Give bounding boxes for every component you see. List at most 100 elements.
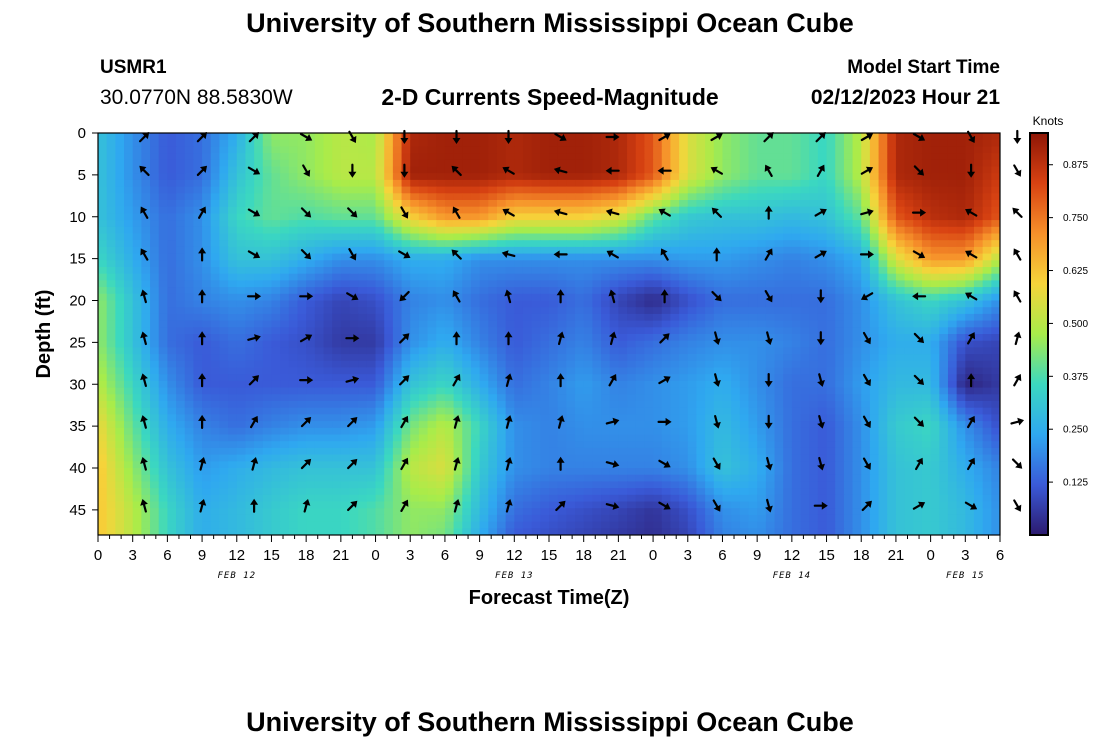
heatmap-cell: [462, 226, 472, 235]
heatmap-cell: [973, 133, 984, 141]
heatmap-cell: [132, 159, 142, 168]
heatmap-cell: [765, 146, 776, 154]
heatmap-cell: [531, 220, 541, 228]
heatmap-cell: [141, 153, 151, 161]
heatmap-cell: [245, 246, 255, 255]
heatmap-cell: [280, 200, 290, 208]
heatmap-cell: [280, 434, 290, 442]
heatmap-cell: [271, 253, 281, 261]
heatmap-cell: [809, 427, 819, 436]
heatmap-cell: [332, 206, 342, 214]
heatmap-cell: [592, 441, 602, 449]
heatmap-cell: [826, 287, 836, 295]
heatmap-cell: [982, 200, 992, 208]
heatmap-cell: [913, 387, 923, 395]
heatmap-cell: [202, 354, 212, 362]
heatmap-cell: [774, 401, 784, 409]
heatmap-cell: [575, 421, 585, 429]
heatmap-cell: [869, 387, 880, 395]
heatmap-cell: [297, 153, 307, 161]
heatmap-cell: [679, 380, 689, 389]
heatmap-cell: [722, 200, 732, 208]
heatmap-cell: [514, 427, 524, 436]
heatmap-cell: [115, 280, 125, 288]
heatmap-cell: [791, 213, 802, 221]
heatmap-cell: [826, 213, 836, 221]
heatmap-cell: [991, 186, 1000, 194]
heatmap-cell: [288, 133, 299, 141]
heatmap-cell: [124, 206, 134, 214]
heatmap-cell: [817, 327, 828, 335]
heatmap-cell: [306, 427, 316, 436]
heatmap-cell: [722, 146, 732, 154]
heatmap-cell: [496, 240, 507, 248]
heatmap-cell: [774, 287, 784, 295]
heatmap-cell: [306, 186, 316, 194]
heatmap-cell: [852, 300, 862, 308]
heatmap-cell: [575, 327, 585, 335]
heatmap-cell: [124, 340, 134, 348]
heatmap-cell: [644, 159, 654, 168]
heatmap-cell: [150, 193, 160, 201]
heatmap-cell: [757, 427, 767, 436]
heatmap-cell: [661, 186, 672, 194]
heatmap-cell: [531, 139, 541, 147]
heatmap-cell: [115, 340, 125, 348]
heatmap-cell: [549, 240, 559, 248]
heatmap-cell: [895, 347, 906, 355]
heatmap-cell: [722, 347, 732, 355]
heatmap-cell: [115, 267, 125, 275]
heatmap-cell: [505, 133, 515, 141]
heatmap-cell: [193, 340, 203, 348]
heatmap-cell: [878, 441, 888, 449]
heatmap-cell: [653, 293, 663, 302]
heatmap-cell: [522, 213, 533, 221]
heatmap-cell: [150, 166, 160, 174]
heatmap-cell: [349, 159, 359, 168]
heatmap-cell: [340, 280, 351, 288]
heatmap-cell: [470, 360, 481, 369]
heatmap-cell: [965, 193, 975, 201]
heatmap-cell: [288, 280, 299, 288]
heatmap-cell: [575, 354, 585, 362]
heatmap-cell: [228, 267, 238, 275]
heatmap-cell: [575, 186, 585, 194]
heatmap-cell: [132, 347, 142, 355]
heatmap-cell: [98, 394, 108, 402]
heatmap-cell: [288, 139, 299, 147]
heatmap-cell: [505, 334, 515, 342]
heatmap-cell: [271, 146, 281, 154]
heatmap-cell: [236, 367, 247, 375]
heatmap-cell: [427, 327, 437, 335]
heatmap-cell: [869, 340, 880, 348]
heatmap-cell: [358, 374, 368, 382]
heatmap-cell: [956, 374, 966, 382]
heatmap-cell: [575, 173, 585, 181]
heatmap-cell: [670, 421, 680, 429]
heatmap-cell: [262, 380, 273, 389]
heatmap-cell: [228, 354, 238, 362]
heatmap-cell: [98, 401, 108, 409]
heatmap-cell: [219, 146, 229, 154]
heatmap-cell: [887, 133, 897, 141]
heatmap-cell: [965, 414, 975, 422]
heatmap-cell: [947, 133, 958, 141]
heatmap-cell: [141, 327, 151, 335]
heatmap-cell: [141, 434, 151, 442]
heatmap-cell: [496, 146, 507, 154]
heatmap-cell: [705, 139, 715, 147]
heatmap-cell: [462, 347, 472, 355]
heatmap-cell: [869, 287, 880, 295]
heatmap-cell: [453, 280, 463, 288]
heatmap-cell: [436, 267, 446, 275]
heatmap-cell: [921, 320, 932, 328]
heatmap-cell: [956, 253, 966, 261]
heatmap-cell: [132, 206, 142, 214]
heatmap-cell: [705, 166, 715, 174]
heatmap-cell: [973, 307, 984, 315]
heatmap-cell: [288, 220, 299, 228]
heatmap-cell: [679, 421, 689, 429]
heatmap-cell: [323, 280, 333, 288]
heatmap-cell: [531, 240, 541, 248]
heatmap-cell: [323, 394, 333, 402]
